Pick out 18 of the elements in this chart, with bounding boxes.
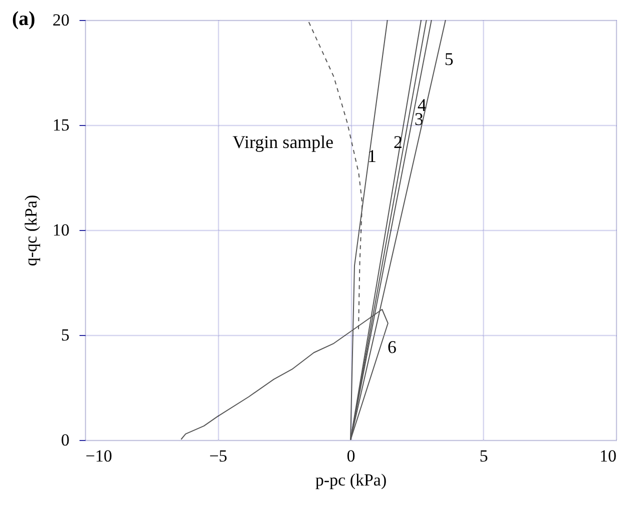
y-tick-label: 10 <box>52 220 70 240</box>
series-label: 3 <box>414 109 424 129</box>
x-tick-label: 0 <box>346 446 356 466</box>
x-tick-label: 5 <box>480 446 488 466</box>
chart-title: (a) <box>12 8 36 30</box>
series-label: 5 <box>444 49 454 69</box>
x-tick-label: −10 <box>86 446 112 466</box>
y-tick-label: 0 <box>61 430 70 450</box>
y-tick-label: 15 <box>52 116 70 134</box>
series-label: 1 <box>368 146 376 166</box>
x-axis-title: p-pc (kPa) <box>315 470 387 490</box>
y-axis-title: q-qc (kPa) <box>22 194 40 266</box>
y-tick-label: 5 <box>61 326 70 344</box>
x-tick-label: 10 <box>600 446 616 466</box>
x-tick-label: −5 <box>209 446 228 466</box>
series-label: Virgin sample <box>232 132 334 152</box>
series-label: 6 <box>388 337 396 357</box>
y-tick-label: 20 <box>52 10 70 30</box>
